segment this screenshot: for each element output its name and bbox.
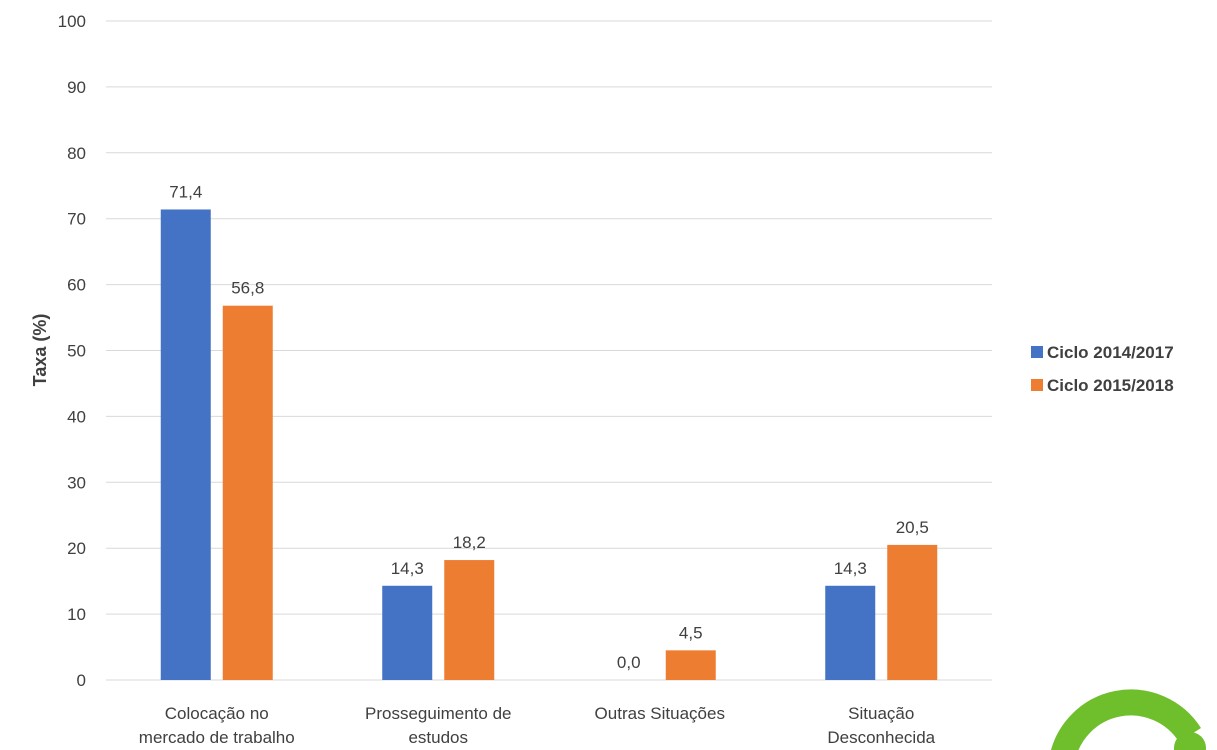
y-tick-label: 50: [67, 342, 86, 361]
y-tick-label: 40: [67, 407, 86, 426]
category-label-line: estudos: [408, 728, 468, 747]
category-label: Colocação no mercado de trabalho: [139, 704, 295, 747]
category-label-line: Colocação no: [165, 704, 269, 723]
logo: [1051, 689, 1206, 750]
logo-arc: [1051, 689, 1201, 750]
y-tick-label: 80: [67, 144, 86, 163]
category-label: Prosseguimento de estudos: [365, 704, 511, 747]
y-tick-label: 30: [67, 473, 86, 492]
bar-2-4: [887, 544, 938, 680]
category-label: Situação Desconhecida: [827, 704, 935, 747]
y-tick-label: 10: [67, 605, 86, 624]
y-axis-label: Taxa (%): [30, 314, 50, 387]
bars: [160, 209, 938, 680]
category-label-line: Situação: [848, 704, 914, 723]
bar-1-4: [825, 585, 876, 680]
y-tick-label: 60: [67, 276, 86, 295]
bar-2-3: [665, 650, 716, 680]
logo-dot: [1174, 732, 1206, 750]
y-tick-label: 90: [67, 78, 86, 97]
category-label-line: mercado de trabalho: [139, 728, 295, 747]
bar-1-1: [160, 209, 211, 680]
category-labels: Colocação no mercado de trabalho Prossegui…: [139, 704, 936, 747]
bar-2-2: [444, 560, 495, 680]
data-label: 56,8: [231, 279, 264, 298]
data-label: 14,3: [834, 559, 867, 578]
data-label: 20,5: [896, 518, 929, 537]
legend-swatch: [1031, 346, 1043, 358]
bar-2-1: [222, 305, 273, 680]
category-label-line: Outras Situações: [595, 704, 725, 723]
legend-label: Ciclo 2014/2017: [1047, 343, 1174, 362]
data-label: 71,4: [169, 182, 202, 201]
y-tick-label: 70: [67, 210, 86, 229]
y-tick-label: 20: [67, 539, 86, 558]
legend: Ciclo 2014/2017 Ciclo 2015/2018: [1031, 343, 1174, 395]
data-label: 4,5: [679, 623, 703, 642]
y-axis-ticks: 0 10 20 30 40 50 60 70 80 90 100: [58, 12, 86, 690]
data-label: 14,3: [391, 559, 424, 578]
y-tick-label: 0: [77, 671, 86, 690]
legend-label: Ciclo 2015/2018: [1047, 376, 1174, 395]
category-label-line: Desconhecida: [827, 728, 935, 747]
data-labels: 71,4 56,8 14,3 18,2 0,0 4,5 14,3 20,5: [169, 182, 929, 672]
data-label: 0,0: [617, 653, 641, 672]
category-label-line: Prosseguimento de: [365, 704, 511, 723]
legend-swatch: [1031, 379, 1043, 391]
bar-1-2: [382, 585, 433, 680]
category-label: Outras Situações: [595, 704, 725, 723]
data-label: 18,2: [453, 533, 486, 552]
y-tick-label: 100: [58, 12, 86, 31]
